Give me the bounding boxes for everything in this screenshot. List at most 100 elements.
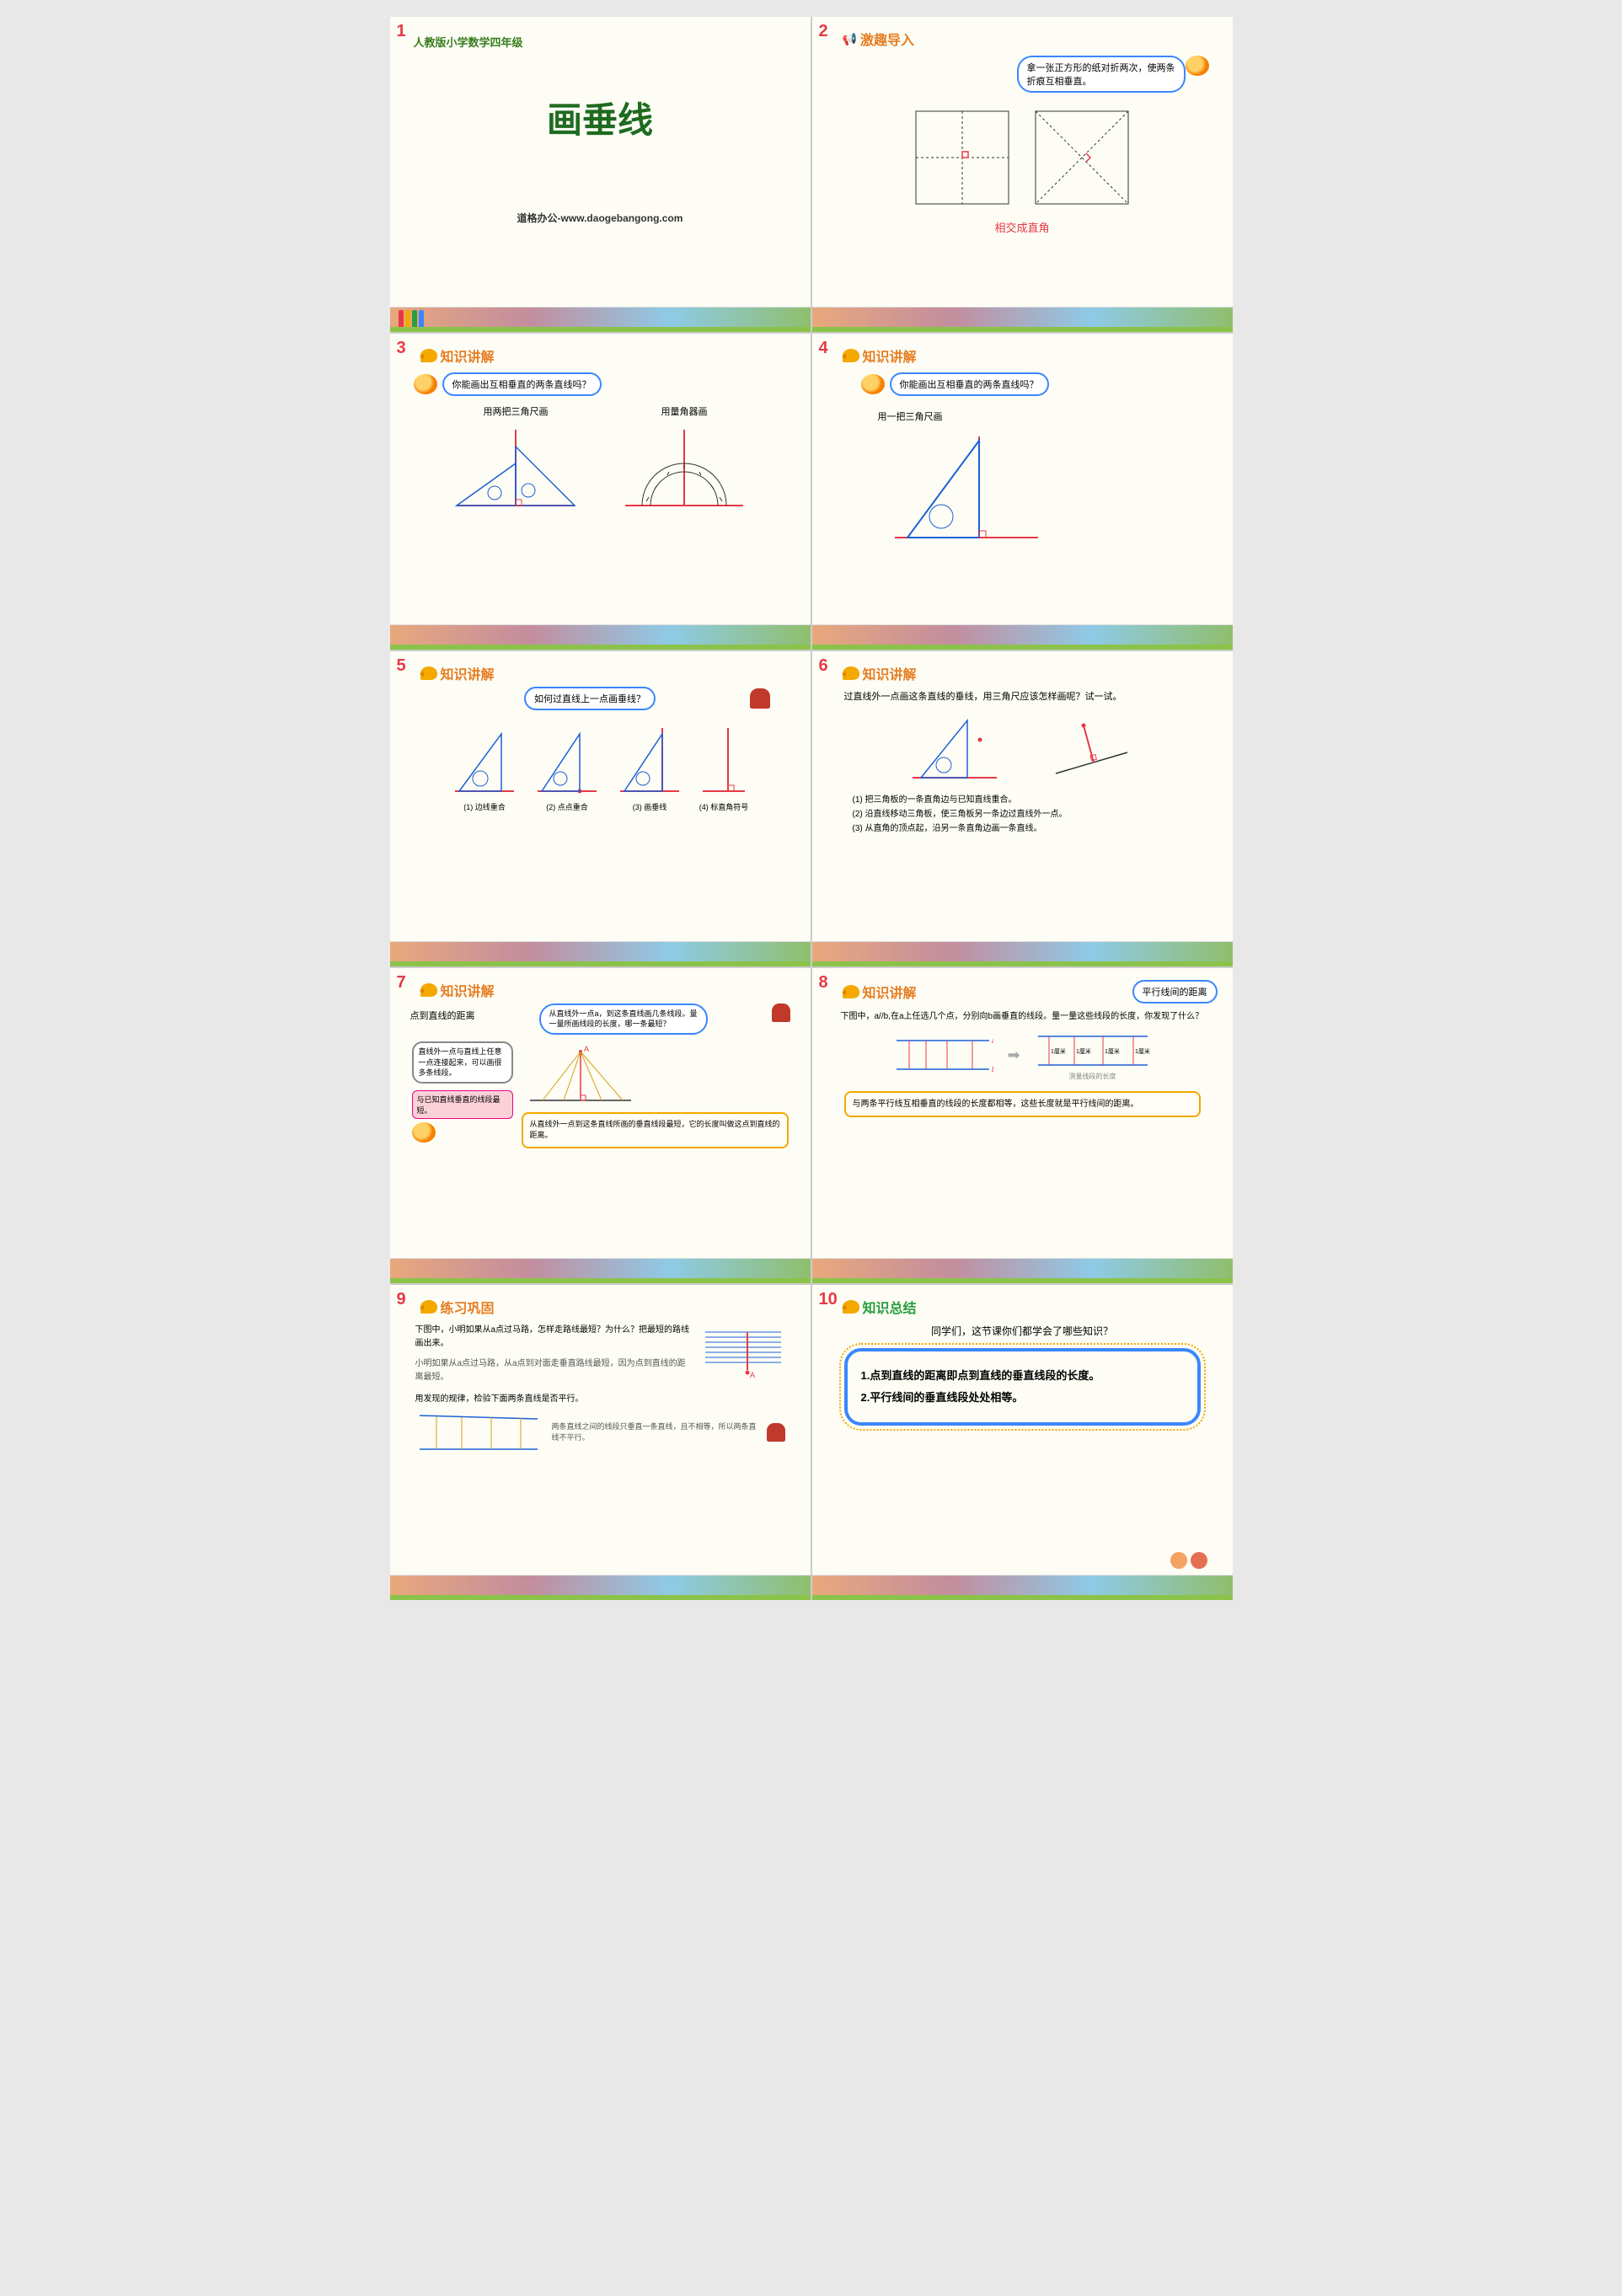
slide-number: 3	[397, 339, 406, 358]
speech-bubble: 从直线外一点a，到这条直线画几条线段。量一量所画线段的长度，哪一条最短？	[539, 1003, 708, 1035]
step-diagram-4	[699, 724, 749, 800]
conclusion-box: 与两条平行线互相垂直的线段的长度都相等，这些长度就是平行线间的距离。	[844, 1091, 1201, 1117]
slide-number: 8	[819, 973, 828, 993]
step-diagram-3	[616, 724, 683, 800]
footer-decoration	[812, 1258, 1233, 1283]
footer-decoration	[812, 624, 1233, 650]
intro-text: 过直线外一点画这条直线的垂线，用三角尺应该怎样画呢？试一试。	[827, 690, 1218, 704]
step-diagram-2	[533, 724, 601, 800]
subtopic-bubble: 平行线间的距离	[1132, 980, 1218, 1003]
speech-bubble: 拿一张正方形的纸对折两次，使两条折痕互相垂直。	[1017, 56, 1186, 93]
svg-text:1厘米: 1厘米	[1105, 1047, 1120, 1055]
summary-point-2: 2.平行线间的垂直线段处处相等。	[861, 1387, 1184, 1409]
slide-8: 8 知识讲解 平行线间的距离 下图中，a//b,在a上任选几个点，分别向b画垂直…	[812, 968, 1233, 1283]
slide-number: 2	[819, 22, 828, 41]
footer-decoration	[812, 941, 1233, 966]
speech-bubble: 如何过直线上一点画垂线？	[524, 687, 656, 710]
outside-point-diagram-2	[1043, 710, 1136, 786]
step-label: (2) 点点重合	[533, 801, 601, 812]
kids-icon	[1170, 1552, 1207, 1571]
slide-2: 2 📢 激趣导入 拿一张正方形的纸对折两次，使两条折痕互相垂直。 相交成直角	[812, 17, 1233, 332]
slide-3: 3 知识讲解 你能画出互相垂直的两条直线吗？ 用两把三角尺画 用量角器画	[390, 334, 811, 649]
bird-icon	[420, 666, 437, 680]
mushroom-icon	[772, 1003, 790, 1022]
lesson-title: 画垂线	[405, 92, 795, 143]
speech-bubble: 你能画出互相垂直的两条直线吗？	[442, 372, 602, 396]
pink-highlight: 与已知直线垂直的线段最短。	[412, 1090, 513, 1119]
step-label: (1) 边线重合	[451, 801, 518, 812]
footer-decoration	[390, 1575, 811, 1600]
slide-4: 4 知识讲解 你能画出互相垂直的两条直线吗？ 用一把三角尺画	[812, 334, 1233, 649]
slides-grid: 1 人教版小学数学四年级 画垂线 道格办公-www.daogebangong.c…	[390, 17, 1233, 1600]
fold-diagrams	[827, 103, 1218, 212]
slide-7: 7 知识讲解 点到直线的距离 从直线外一点a，到这条直线画几条线段。量一量所画线…	[390, 968, 811, 1283]
thought-bubble: 直线外一点与直线上任意一点连接起来，可以画很多条线段。	[412, 1041, 513, 1084]
section-title: 知识讲解	[441, 980, 495, 1000]
protractor-diagram	[617, 421, 752, 522]
step-diagram-1	[451, 724, 518, 800]
fold-square-2	[1027, 103, 1137, 212]
mushroom-icon	[767, 1423, 785, 1442]
footer-decoration	[812, 307, 1233, 332]
outside-point-diagram-1	[908, 710, 1001, 786]
slide-number: 6	[819, 656, 828, 676]
summary-box: 1.点到直线的距离即点到直线的垂直线段的长度。 2.平行线间的垂直线段处处相等。	[844, 1348, 1201, 1426]
step-text: (2) 沿直线移动三角板，使三角板另一条边过直线外一点。	[853, 807, 1192, 822]
mushroom-icon	[750, 688, 770, 709]
slide-number: 7	[397, 973, 406, 993]
answer-2: 两条直线之间的线段只垂直一条直线，且不相等，所以两条直线不平行。	[552, 1421, 757, 1444]
bee-icon	[1186, 56, 1209, 76]
bird-icon	[843, 666, 859, 680]
footer-decoration	[390, 307, 811, 332]
slides-container: 1 人教版小学数学四年级 画垂线 道格办公-www.daogebangong.c…	[390, 17, 1233, 1600]
parallel-diagram-1: a b	[892, 1034, 993, 1076]
bird-icon	[843, 985, 859, 998]
bee-icon	[412, 1122, 436, 1143]
slide-number: 5	[397, 656, 406, 676]
distance-diagram: A	[522, 1041, 640, 1109]
svg-text:1厘米: 1厘米	[1051, 1047, 1066, 1055]
footer-decoration	[390, 941, 811, 966]
svg-text:A: A	[750, 1371, 755, 1379]
slide-number: 1	[397, 22, 406, 41]
measure-caption: 测量线段的长度	[1034, 1072, 1152, 1081]
section-title: 知识讲解	[863, 345, 917, 366]
textbook-edition: 人教版小学数学四年级	[414, 34, 795, 50]
bee-icon	[414, 374, 437, 394]
section-title: 练习巩固	[441, 1297, 495, 1317]
step-label: (3) 画垂线	[616, 801, 683, 812]
section-title: 知识讲解	[441, 345, 495, 366]
fold-square-1	[907, 103, 1017, 212]
one-triangle-diagram	[878, 428, 1047, 554]
slide-number: 4	[819, 339, 828, 358]
footer-decoration	[390, 624, 811, 650]
question-text: 下图中，a//b,在a上任选几个点，分别向b画垂直的线段。量一量这些线段的长度，…	[827, 1010, 1218, 1023]
section-title: 知识讲解	[863, 982, 917, 1002]
answer-1: 小明如果从a点过马路，从a点到对面走垂直路线最短，因为点到直线的距离最短。	[415, 1357, 691, 1384]
question-1: 下图中，小明如果从a点过马路，怎样走路线最短？为什么？把最短的路线画出来。	[415, 1324, 691, 1351]
section-title: 激趣导入	[860, 29, 914, 49]
svg-text:b: b	[992, 1065, 993, 1073]
footer-decoration	[812, 1575, 1233, 1600]
parallel-diagram-2: 1厘米 1厘米 1厘米 1厘米	[1034, 1030, 1152, 1072]
method-label-right: 用量角器画	[617, 404, 752, 418]
svg-text:A: A	[584, 1045, 589, 1053]
slide-1: 1 人教版小学数学四年级 画垂线 道格办公-www.daogebangong.c…	[390, 17, 811, 332]
speech-bubble: 你能画出互相垂直的两条直线吗？	[890, 372, 1049, 396]
method-caption: 用一把三角尺画	[878, 409, 1218, 423]
crayon-icons	[399, 310, 424, 327]
bird-icon	[843, 349, 859, 362]
definition-box: 从直线外一点到这条直线所画的垂直线段最短，它的长度叫做这点到直线的距离。	[522, 1112, 789, 1148]
slide-number: 10	[819, 1290, 838, 1309]
two-triangles-diagram	[448, 421, 583, 522]
bird-icon	[420, 1300, 437, 1314]
method-label-left: 用两把三角尺画	[448, 404, 583, 418]
bird-icon	[420, 349, 437, 362]
bird-icon	[843, 1300, 859, 1314]
section-title: 知识总结	[863, 1297, 917, 1317]
svg-text:a: a	[992, 1036, 993, 1045]
summary-point-1: 1.点到直线的距离即点到直线的垂直线段的长度。	[861, 1365, 1184, 1387]
summary-intro: 同学们，这节课你们都学会了哪些知识？	[827, 1324, 1218, 1338]
svg-text:1厘米: 1厘米	[1076, 1047, 1091, 1055]
svg-text:1厘米: 1厘米	[1135, 1047, 1150, 1055]
